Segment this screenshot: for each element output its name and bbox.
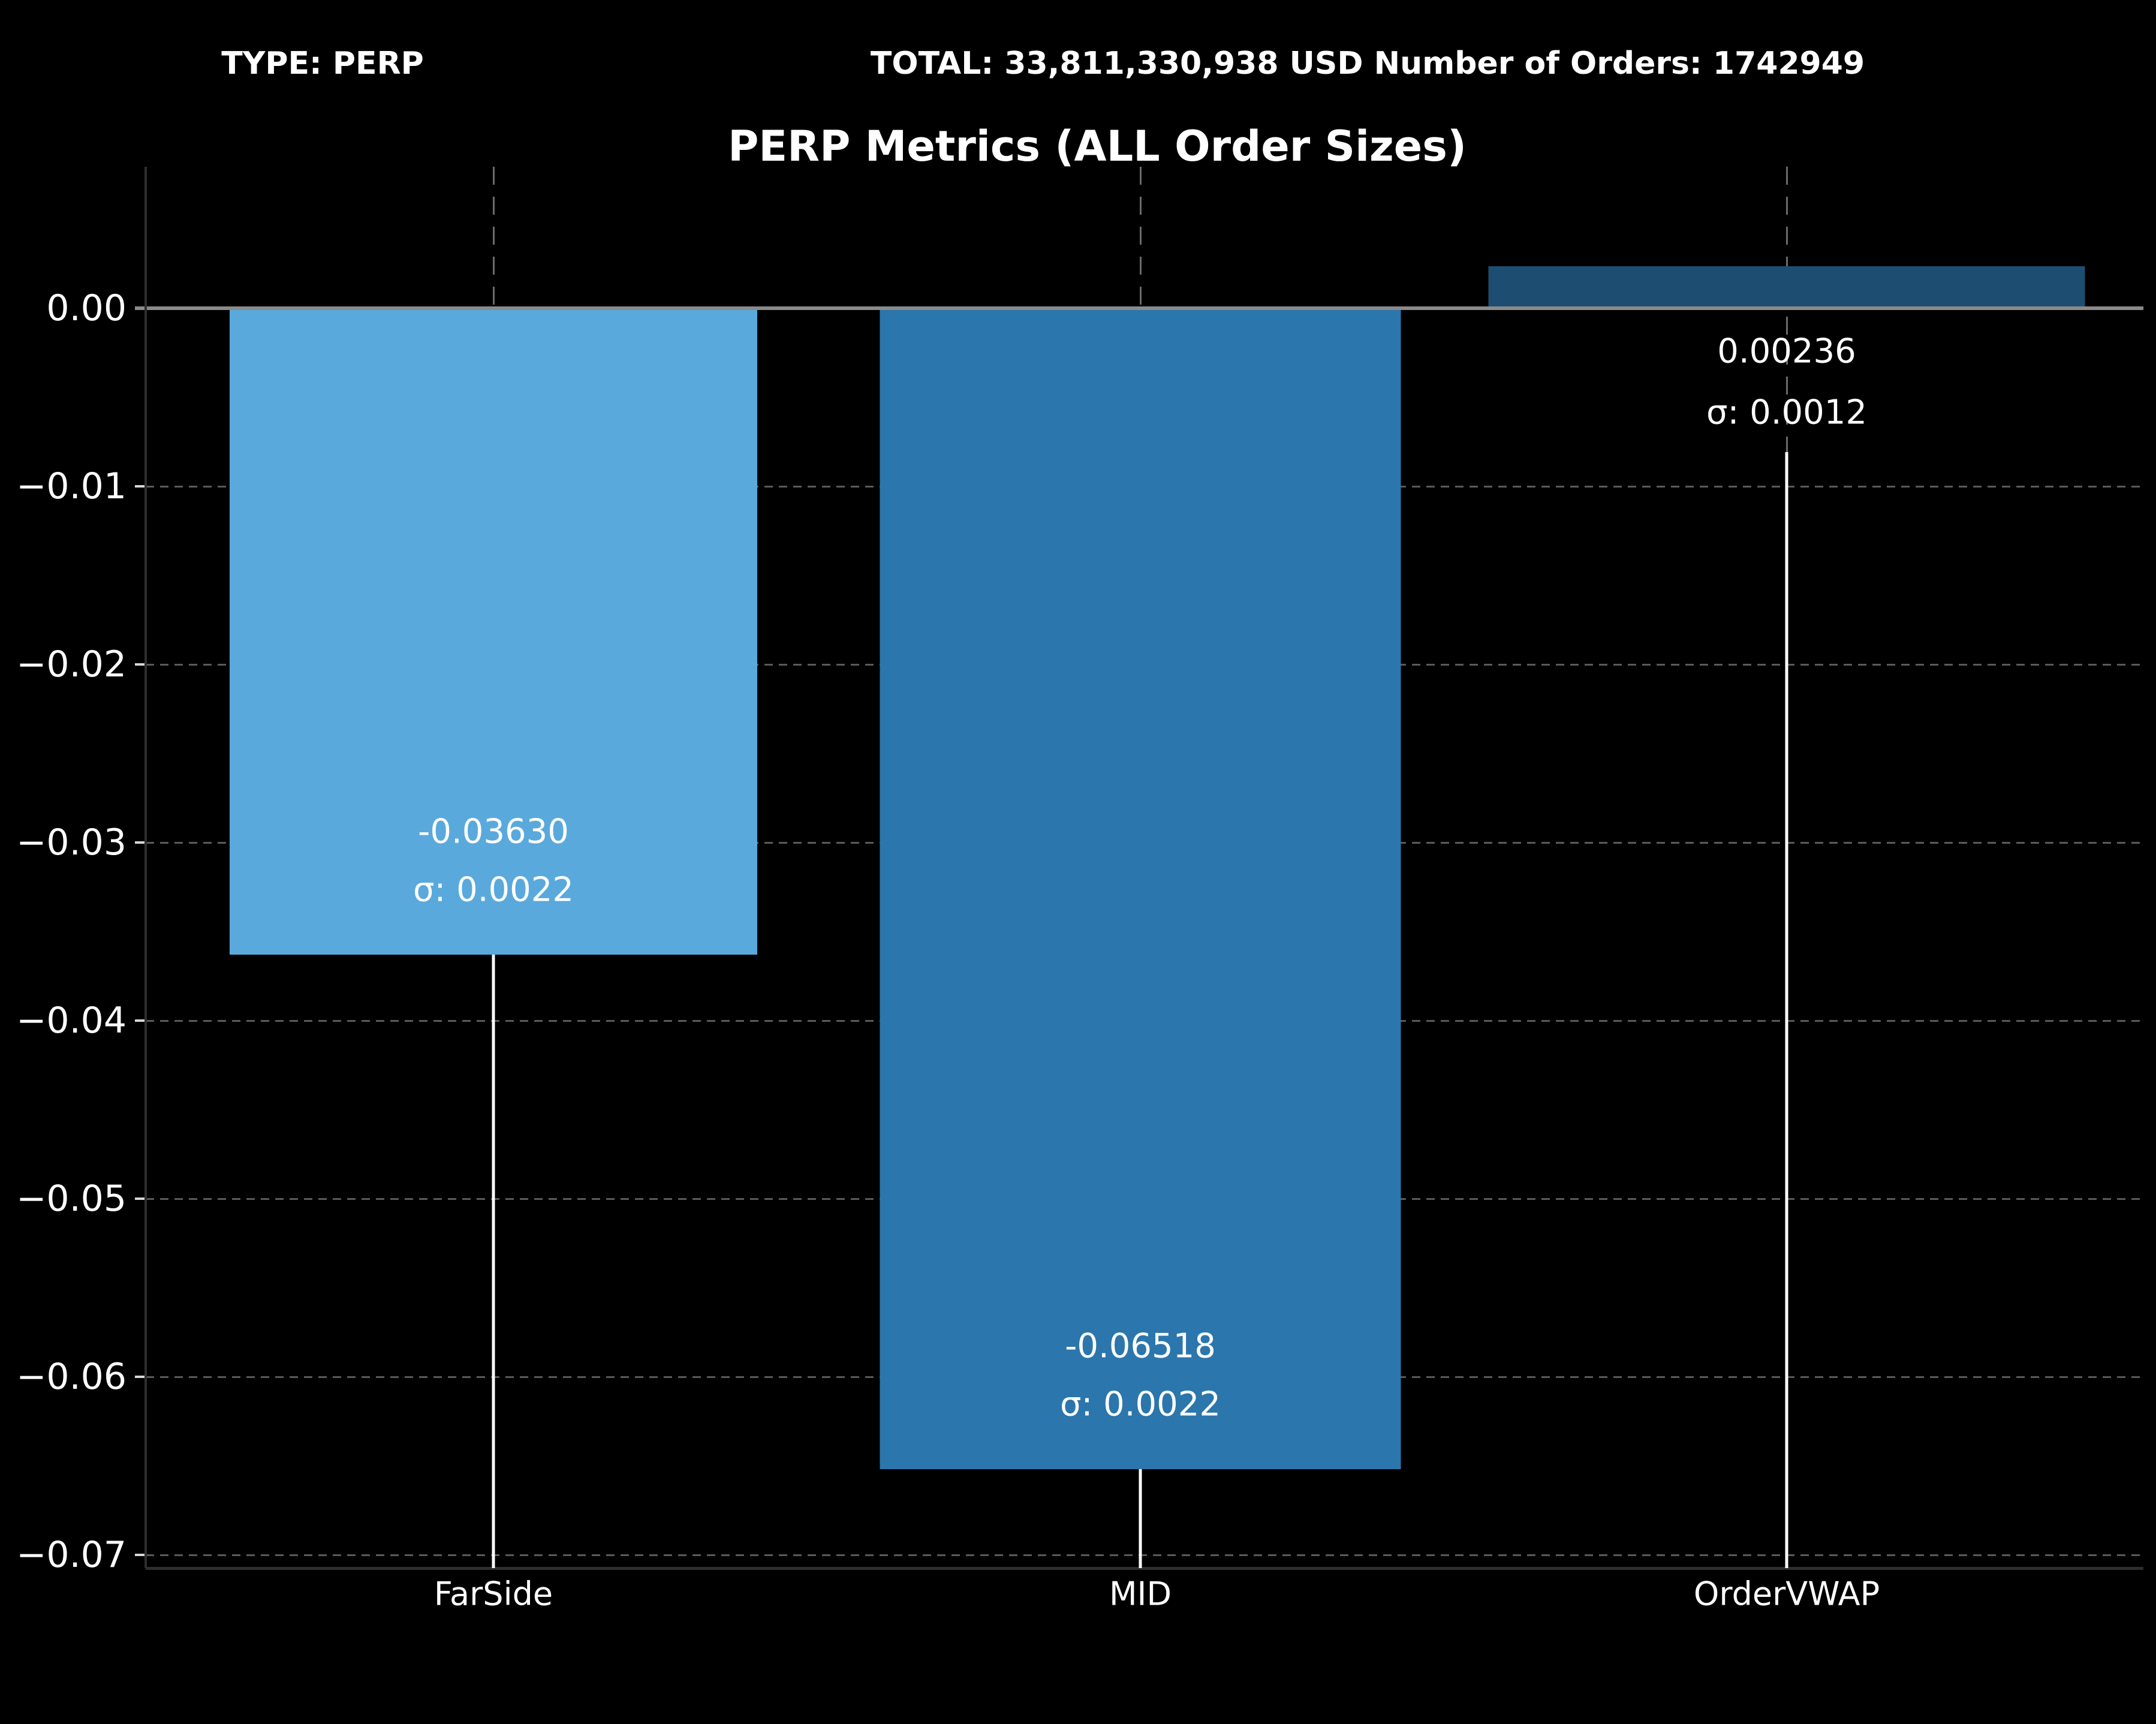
y-axis-spine bbox=[144, 167, 147, 1568]
y-tick-mark bbox=[135, 485, 146, 488]
y-tick-label: −0.07 bbox=[16, 1534, 127, 1576]
y-grid-line bbox=[146, 1554, 2143, 1556]
y-tick-label: −0.04 bbox=[16, 1000, 127, 1042]
y-tick-mark bbox=[135, 1019, 146, 1022]
bar-mid bbox=[880, 308, 1401, 1469]
y-tick-label: −0.03 bbox=[16, 822, 127, 863]
bar-value-label-ordervwap: 0.00236 bbox=[1717, 332, 1856, 371]
y-tick-label: −0.01 bbox=[16, 465, 127, 507]
x-tick-label-farside: FarSide bbox=[433, 1575, 553, 1613]
bar-value-label-mid: -0.06518 bbox=[1065, 1326, 1216, 1366]
bar-sigma-label-ordervwap: σ: 0.0012 bbox=[1706, 393, 1868, 432]
bar-sigma-label-mid: σ: 0.0022 bbox=[1059, 1385, 1221, 1424]
bar-stem-farside bbox=[492, 955, 495, 1568]
x-axis-spine bbox=[146, 1567, 2143, 1570]
bar-ordervwap bbox=[1488, 266, 2085, 308]
bar-stem-ordervwap bbox=[1785, 452, 1788, 1568]
zero-line bbox=[135, 306, 2143, 310]
y-tick-mark bbox=[135, 1554, 146, 1556]
y-tick-mark bbox=[135, 663, 146, 666]
bar-sigma-label-farside: σ: 0.0022 bbox=[412, 870, 574, 910]
x-tick-label-ordervwap: OrderVWAP bbox=[1693, 1575, 1880, 1613]
bar-stem-mid bbox=[1139, 1469, 1142, 1568]
y-tick-mark bbox=[135, 1198, 146, 1200]
y-tick-label: −0.02 bbox=[16, 643, 127, 685]
y-tick-label: −0.06 bbox=[16, 1356, 127, 1398]
bar-value-label-farside: -0.03630 bbox=[418, 812, 569, 852]
y-tick-label: 0.00 bbox=[46, 287, 127, 329]
y-tick-mark bbox=[135, 841, 146, 844]
y-tick-label: −0.05 bbox=[16, 1178, 127, 1220]
total-label: TOTAL: 33,811,330,938 USD Number of Orde… bbox=[870, 46, 1865, 82]
bar-farside bbox=[230, 308, 757, 955]
type-label: TYPE: PERP bbox=[221, 46, 424, 82]
x-tick-label-mid: MID bbox=[1109, 1575, 1172, 1613]
y-tick-mark bbox=[135, 1376, 146, 1378]
chart-title: PERP Metrics (ALL Order Sizes) bbox=[728, 122, 1467, 171]
